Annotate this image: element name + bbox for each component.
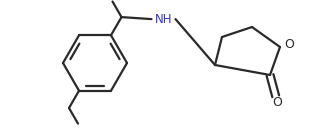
Text: O: O [272,96,282,109]
Text: O: O [284,38,294,51]
Text: NH: NH [155,13,172,26]
